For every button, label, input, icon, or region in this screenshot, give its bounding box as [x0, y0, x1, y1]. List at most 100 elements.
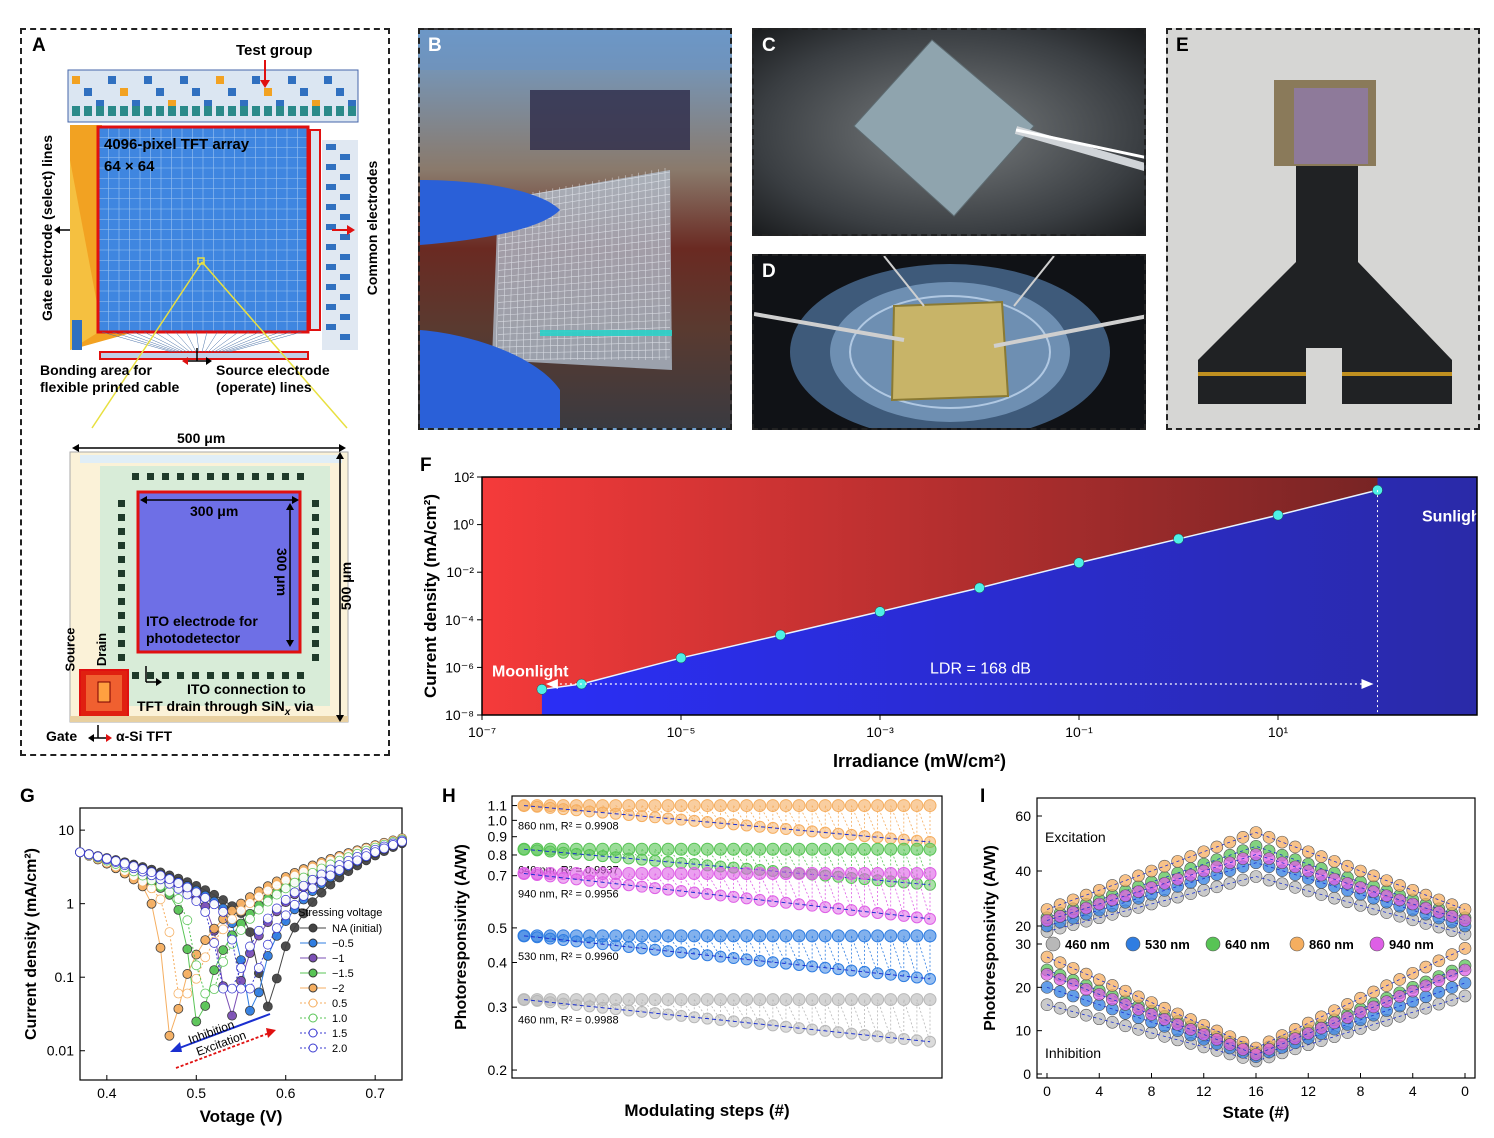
chart-i-point: [1145, 864, 1158, 878]
chart-g-point: [209, 938, 220, 948]
chart-g-point: [218, 924, 229, 935]
chart-i-legend-label: 640 nm: [1225, 937, 1270, 952]
chart-g-point: [271, 903, 282, 914]
chart-h-point: [674, 842, 688, 856]
chart-g-xtick-label: 0.6: [276, 1085, 296, 1101]
chart-f-frame: [481, 476, 1478, 716]
chart-h-point: [740, 799, 754, 813]
chart-i-point: [1223, 1038, 1237, 1051]
chart-h-point: [818, 799, 832, 813]
chart-f-ylabel: Current density (mA/cm²): [421, 494, 440, 698]
chart-h-point: [713, 866, 727, 880]
chart-g-point: [271, 889, 282, 900]
chart-h: 860 nm, R² = 0.9908640 nm, R² = 0.993794…: [453, 795, 943, 1120]
chart-f-point: [974, 582, 985, 594]
chart-h-point: [766, 1019, 779, 1032]
chart-g-point: [209, 899, 220, 910]
chart-h-point: [622, 929, 636, 943]
chart-g-point: [289, 922, 300, 933]
chart-i-ylabel: Photoresponsivity (A/W): [982, 845, 999, 1031]
chart-g-point: [298, 908, 309, 919]
chart-g-point: [191, 1016, 202, 1027]
chart-h-connector: [851, 873, 865, 912]
chart-g-point: [271, 880, 282, 891]
chart-h-point: [700, 842, 714, 856]
chart-g-point: [245, 983, 255, 994]
tft-array-layout: [54, 60, 359, 742]
chart-h-point: [766, 956, 779, 969]
chart-h-point: [674, 993, 688, 1007]
chart-h-fit-label: 460 nm, R² = 0.9988: [518, 1015, 619, 1027]
chart-i-point: [1106, 879, 1119, 892]
chart-i-point: [1354, 881, 1367, 894]
chart-g-point: [209, 984, 220, 995]
chart-g-point: [164, 927, 175, 938]
chart-g-point: [218, 956, 229, 967]
chart-i-ytick-label: 40: [1015, 863, 1031, 879]
chart-h-point: [727, 929, 741, 943]
chart-h-point: [792, 799, 806, 813]
chart-h-point: [635, 1005, 648, 1018]
chart-g-legend-marker: [308, 1043, 318, 1053]
chart-i-point: [1445, 968, 1459, 982]
chart-i-point: [1223, 877, 1237, 890]
chart-h-connector: [864, 935, 878, 974]
chart-g-point: [280, 883, 291, 894]
chart-g-point: [137, 864, 148, 875]
chart-h-point: [792, 842, 806, 856]
chart-h-point: [687, 842, 701, 856]
chart-i-point: [1184, 887, 1197, 900]
chart-i-point: [1079, 901, 1093, 915]
chart-h-point: [662, 883, 675, 896]
chart-f-xtick-label: 10⁻⁷: [468, 724, 496, 740]
ito-height-label: 300 μm: [274, 547, 291, 597]
chart-i-point: [1354, 864, 1367, 878]
chart-h-point: [753, 993, 767, 1007]
chart-h-point: [544, 870, 557, 883]
chart-h-point: [884, 799, 898, 813]
chart-h-point: [779, 929, 793, 943]
chart-h-point: [831, 866, 845, 880]
chart-i-point: [1236, 831, 1250, 844]
chart-h-point: [713, 799, 727, 813]
chart-g-point: [334, 865, 345, 875]
chart-g-point: [227, 983, 237, 994]
chart-h-point: [648, 866, 662, 880]
flex-cable-photo: [1198, 80, 1452, 404]
chart-g-point: [200, 907, 211, 917]
chart-g-point: [182, 969, 193, 979]
chart-g-legend-label: NA (initial): [332, 923, 382, 935]
chart-g-point: [227, 914, 237, 925]
chart-i-point: [1106, 993, 1119, 1006]
chart-i-point: [1119, 1019, 1132, 1033]
chart-g-xlabel: Votage (V): [200, 1107, 283, 1126]
chart-i-point: [1197, 845, 1211, 859]
chart-h-point: [792, 993, 806, 1007]
chart-g-legend-marker: [308, 1013, 318, 1023]
chart-h-point: [713, 842, 727, 856]
chart-h-connector: [877, 935, 892, 975]
chart-i-point: [1171, 1007, 1184, 1021]
chart-i-point: [1236, 1043, 1250, 1056]
ito-connection-end: via: [290, 698, 314, 714]
chart-h-point: [648, 799, 662, 813]
chart-h-point: [687, 929, 701, 943]
chart-i-point: [1432, 997, 1446, 1011]
chart-h-connector: [916, 805, 931, 843]
chart-i-point: [1066, 1005, 1080, 1019]
chart-g-point: [236, 925, 246, 935]
chart-h-point: [858, 842, 872, 856]
chart-i-point: [1184, 1023, 1197, 1036]
chart-h-point: [818, 866, 832, 880]
chart-h-ytick-label: 0.2: [488, 1062, 508, 1078]
chart-g: 0.4 0.5 0.6 0.7 10 1 0.1 0.01 Votage (V) Current …: [23, 807, 407, 1126]
chart-h-point: [858, 905, 871, 918]
chart-i-point: [1145, 996, 1158, 1009]
chart-h-point: [858, 866, 872, 880]
chart-h-point: [661, 866, 675, 880]
chart-h-point: [884, 866, 898, 880]
chart-g-point: [146, 867, 157, 878]
chart-i-trend: [1046, 845, 1466, 919]
chart-h-point: [923, 799, 937, 813]
chart-i-legend-marker: [1289, 936, 1305, 952]
